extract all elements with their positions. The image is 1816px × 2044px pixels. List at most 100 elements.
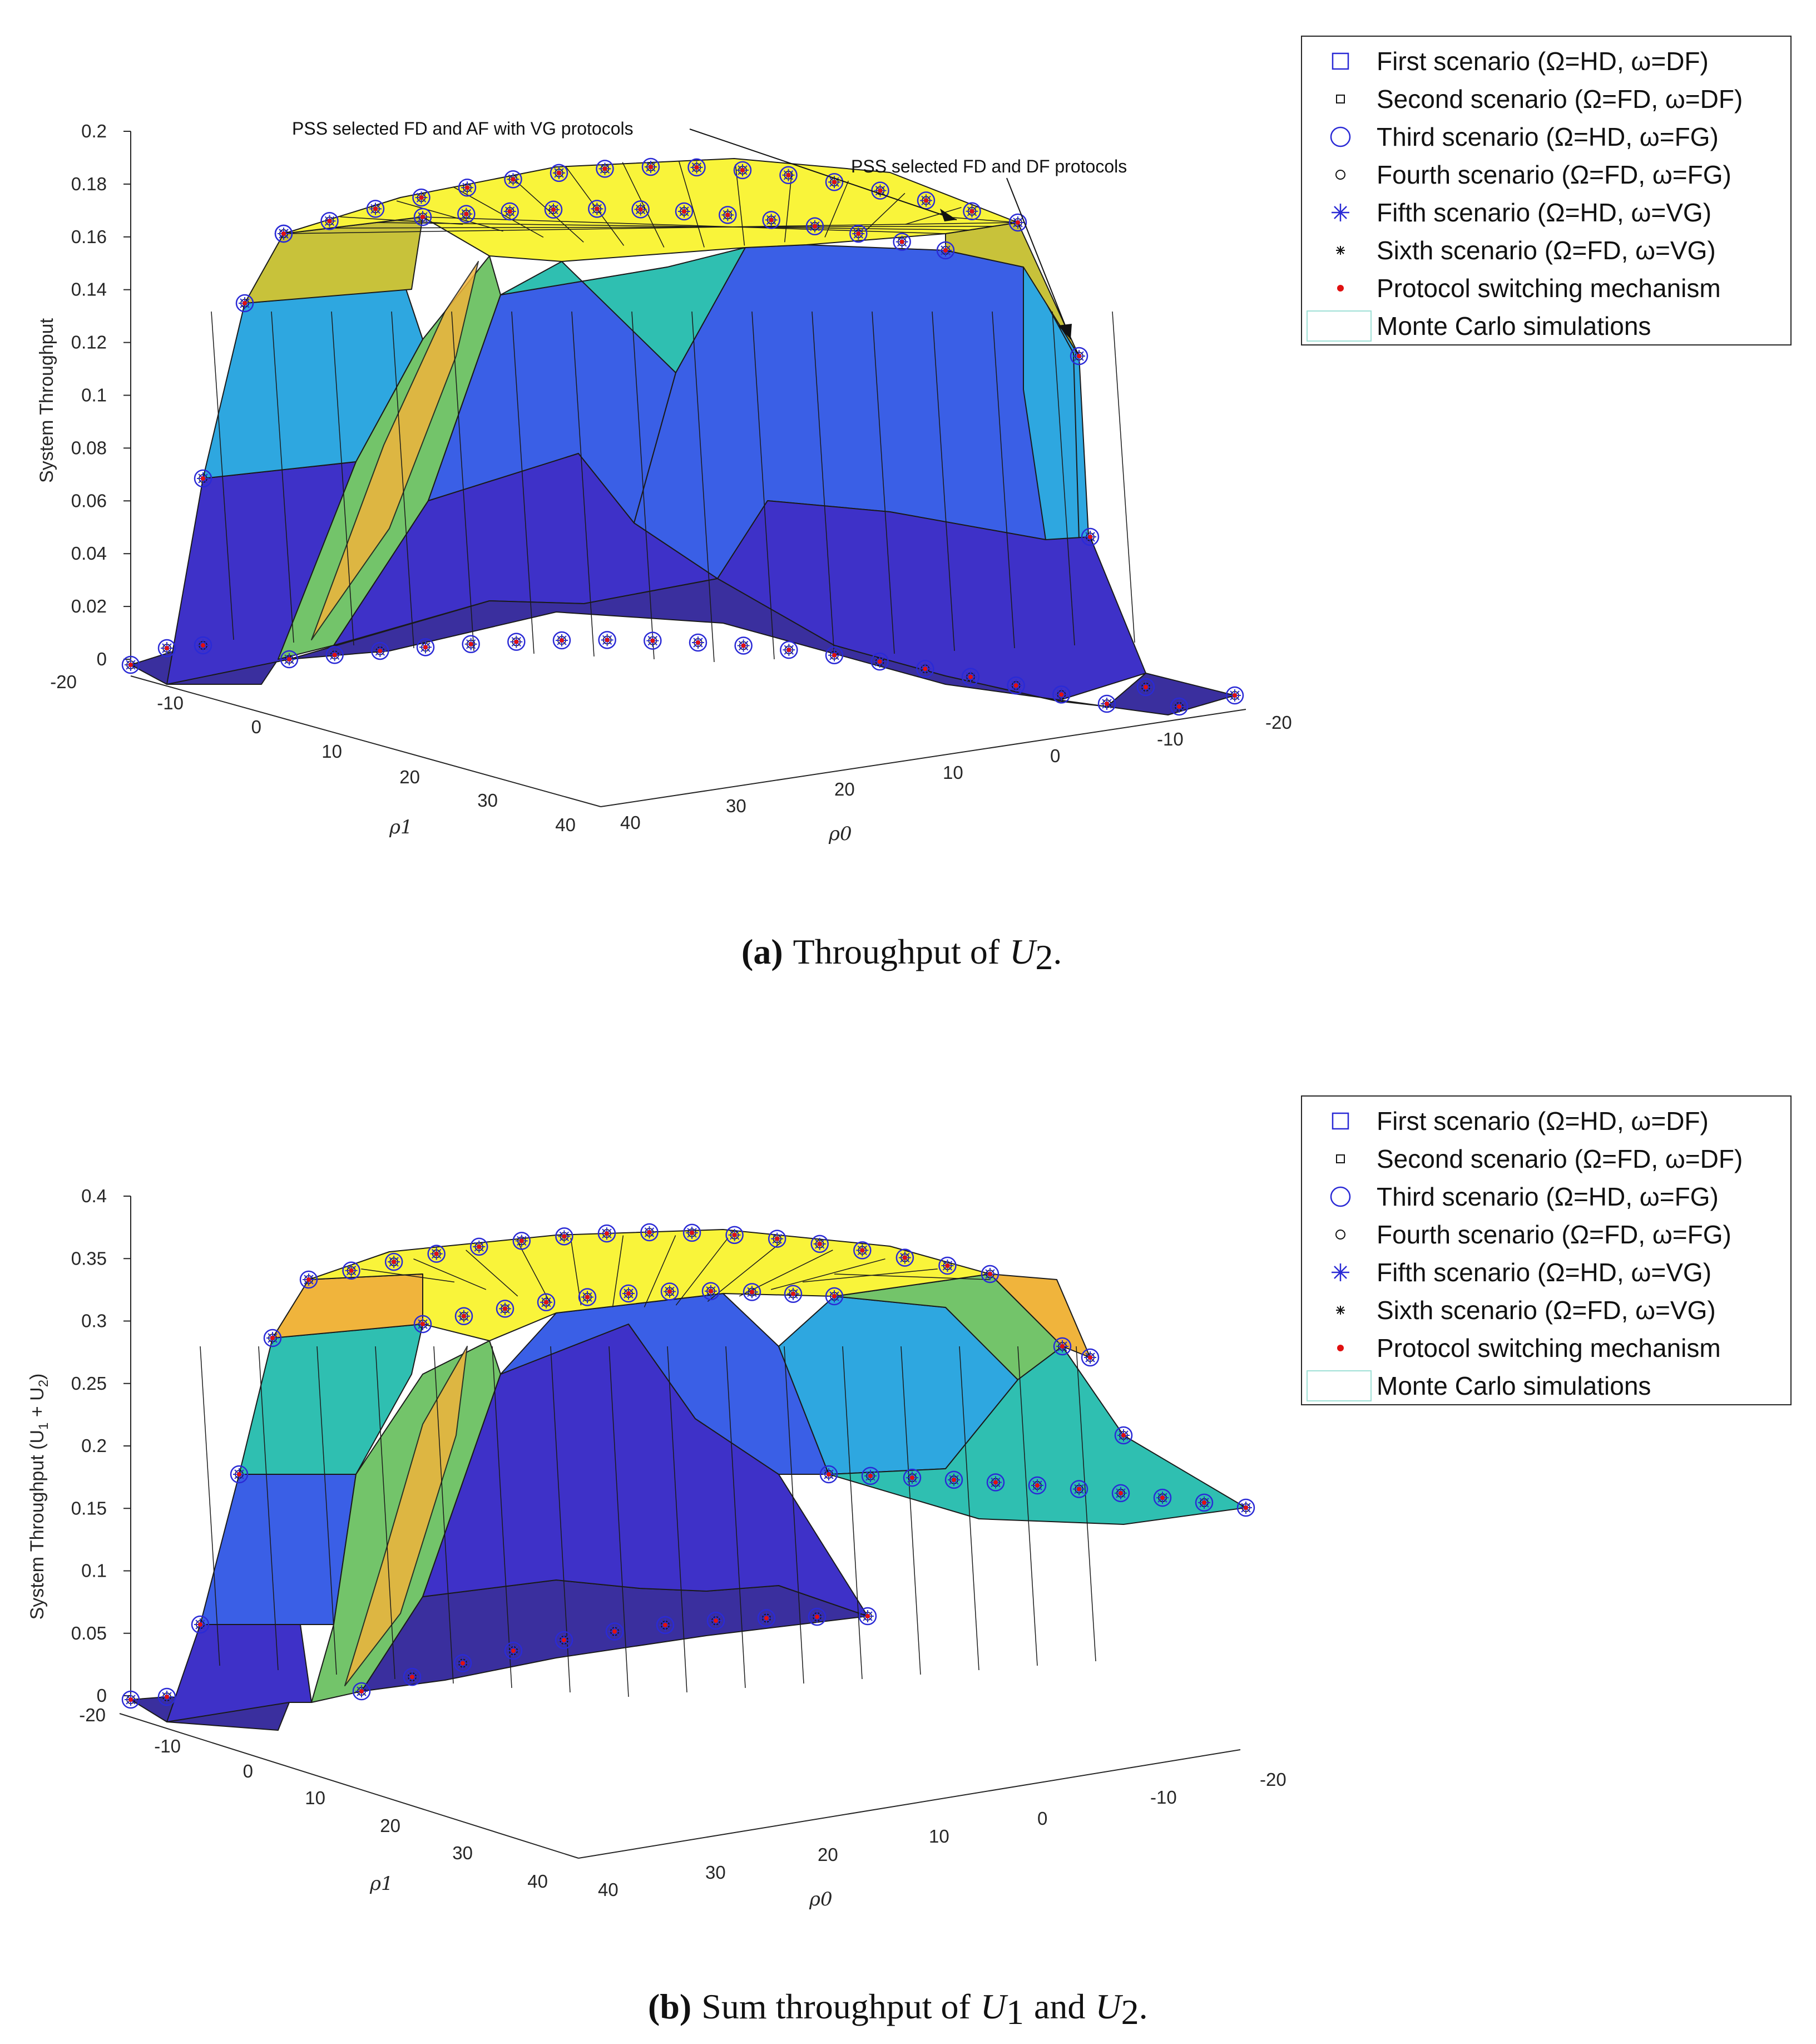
rho0-tick: 40 bbox=[598, 1879, 618, 1900]
mesh-line bbox=[691, 311, 715, 663]
mesh-line bbox=[1112, 311, 1135, 643]
z-tick-label: 0.12 bbox=[71, 332, 107, 353]
marker-protocol-switching bbox=[1013, 683, 1018, 688]
mesh-line bbox=[200, 1346, 220, 1666]
mesh-line bbox=[492, 1346, 512, 1688]
marker-protocol-switching bbox=[650, 638, 655, 643]
marker-third-scenario bbox=[1153, 1488, 1172, 1507]
mesh-line bbox=[258, 1346, 279, 1671]
rho1-axis-line bbox=[130, 675, 601, 807]
marker-protocol-switching bbox=[786, 648, 791, 653]
mesh-line bbox=[725, 1346, 746, 1688]
marker-third-scenario bbox=[825, 1287, 844, 1306]
mesh-line bbox=[361, 1268, 455, 1283]
marker-third-scenario bbox=[701, 1282, 720, 1300]
legend-label: Sixth scenario (Ω=FD, ω=VG) bbox=[1377, 236, 1716, 265]
marker-third-scenario bbox=[274, 224, 293, 243]
marker-protocol-switching bbox=[1077, 1487, 1081, 1492]
mesh-line bbox=[433, 1346, 454, 1684]
legend-item: Fourth scenario (Ω=FD, ω=FG) bbox=[1335, 160, 1731, 189]
surface-inner-ridge-orange bbox=[344, 1346, 468, 1686]
marker-third-scenario bbox=[501, 202, 519, 221]
marker-protocol-switching bbox=[359, 1689, 364, 1694]
marker-third-scenario bbox=[981, 1265, 999, 1283]
mesh-line bbox=[375, 1346, 395, 1680]
marker-third-scenario bbox=[734, 636, 753, 655]
mesh-line bbox=[735, 164, 745, 246]
marker-third-scenario bbox=[230, 1465, 249, 1484]
marker-protocol-switching bbox=[943, 248, 948, 253]
mesh-line bbox=[959, 1346, 979, 1671]
mesh-line bbox=[396, 200, 503, 232]
marker-protocol-switching bbox=[910, 1475, 914, 1480]
small-square-marker-icon bbox=[1336, 1154, 1345, 1163]
marker-third-scenario bbox=[537, 1293, 556, 1311]
marker-third-scenario bbox=[849, 224, 868, 243]
legend-label: First scenario (Ω=HD, ω=DF) bbox=[1377, 1107, 1709, 1135]
marker-third-scenario bbox=[762, 211, 780, 229]
legend-item: Fifth scenario (Ω=HD, ω=VG) bbox=[1332, 1258, 1711, 1287]
marker-third-scenario bbox=[779, 166, 798, 185]
annotation-arrowhead bbox=[1058, 324, 1072, 339]
marker-protocol-switching bbox=[477, 1244, 482, 1249]
z-tick-label: 0 bbox=[97, 649, 107, 669]
annotation-arrow-line bbox=[1006, 177, 1071, 340]
marker-protocol-switching bbox=[815, 1615, 819, 1620]
marker-protocol-switching bbox=[1060, 1344, 1065, 1349]
mesh-line bbox=[271, 311, 294, 643]
marker-third-scenario bbox=[413, 208, 432, 226]
marker-third-scenario bbox=[352, 1682, 371, 1701]
marker-protocol-switching bbox=[865, 1614, 870, 1618]
legend-label: Fifth scenario (Ω=HD, ω=VG) bbox=[1377, 1258, 1711, 1287]
marker-protocol-switching bbox=[410, 1675, 414, 1680]
legend-label: Monte Carlo simulations bbox=[1377, 1371, 1651, 1400]
marker-third-scenario bbox=[784, 1285, 803, 1303]
marker-third-scenario bbox=[825, 172, 844, 191]
square-marker-icon bbox=[1332, 52, 1349, 70]
panel-a-markers bbox=[121, 157, 1244, 716]
marker-protocol-switching bbox=[827, 1472, 831, 1477]
z-tick-label: 0.16 bbox=[71, 226, 107, 247]
marker-third-scenario bbox=[808, 1607, 827, 1626]
panel-b-caption: (b) Sum throughput of U1 and U2. bbox=[648, 1987, 1148, 2032]
panel-b: 0 0.05 0.1 0.15 0.2 0.25 0.3 0.35 0.4 -20 -10 0 … bbox=[27, 1186, 1286, 1910]
surface-patch-icon bbox=[1307, 310, 1372, 342]
panel-a-legend: First scenario (Ω=HD, ω=DF) Second scenar… bbox=[1301, 36, 1792, 345]
z-tick-label: 0.4 bbox=[81, 1186, 107, 1206]
marker-protocol-switching bbox=[503, 1306, 507, 1311]
marker-third-scenario bbox=[963, 202, 981, 221]
mesh-line bbox=[872, 311, 895, 654]
marker-protocol-switching bbox=[786, 172, 791, 177]
marker-protocol-switching bbox=[968, 674, 973, 679]
marker-third-scenario bbox=[1081, 1348, 1100, 1367]
marker-third-scenario bbox=[893, 233, 911, 251]
marker-third-scenario bbox=[1225, 686, 1244, 705]
legend-box bbox=[1301, 1095, 1792, 1405]
mesh-line bbox=[900, 1346, 921, 1675]
rho0-tick: 20 bbox=[834, 779, 855, 799]
surface-band-green-left bbox=[239, 1324, 423, 1475]
marker-protocol-switching bbox=[560, 638, 564, 643]
surface-patch-icon bbox=[1307, 1370, 1372, 1401]
legend-label: Third scenario (Ω=HD, ω=FG) bbox=[1377, 122, 1719, 151]
marker-protocol-switching bbox=[682, 209, 686, 214]
marker-third-scenario bbox=[320, 212, 339, 230]
marker-third-scenario bbox=[427, 1245, 446, 1263]
marker-protocol-switching bbox=[924, 198, 928, 203]
marker-protocol-switching bbox=[468, 641, 473, 646]
marker-third-scenario bbox=[810, 1235, 829, 1253]
mesh-line bbox=[511, 311, 535, 654]
panel-b-legend: First scenario (Ω=HD, ω=DF) Second scenar… bbox=[1301, 1095, 1792, 1405]
surface-band-olive-left bbox=[244, 216, 423, 304]
small-asterisk-marker-icon bbox=[1336, 246, 1345, 255]
legend-item: Fourth scenario (Ω=FD, ω=FG) bbox=[1335, 1220, 1731, 1249]
rho0-tick: 30 bbox=[726, 796, 746, 816]
panel-b-z-ticks: 0 0.05 0.1 0.15 0.2 0.25 0.3 0.35 0.4 bbox=[71, 1186, 131, 1706]
z-tick-label: 0.14 bbox=[71, 279, 107, 300]
marker-protocol-switching bbox=[287, 657, 291, 661]
marker-third-scenario bbox=[986, 1473, 1005, 1492]
marker-protocol-switching bbox=[332, 653, 337, 658]
rho0-tick: -20 bbox=[1265, 712, 1292, 733]
marker-third-scenario bbox=[861, 1467, 880, 1485]
mesh-line bbox=[571, 311, 595, 657]
